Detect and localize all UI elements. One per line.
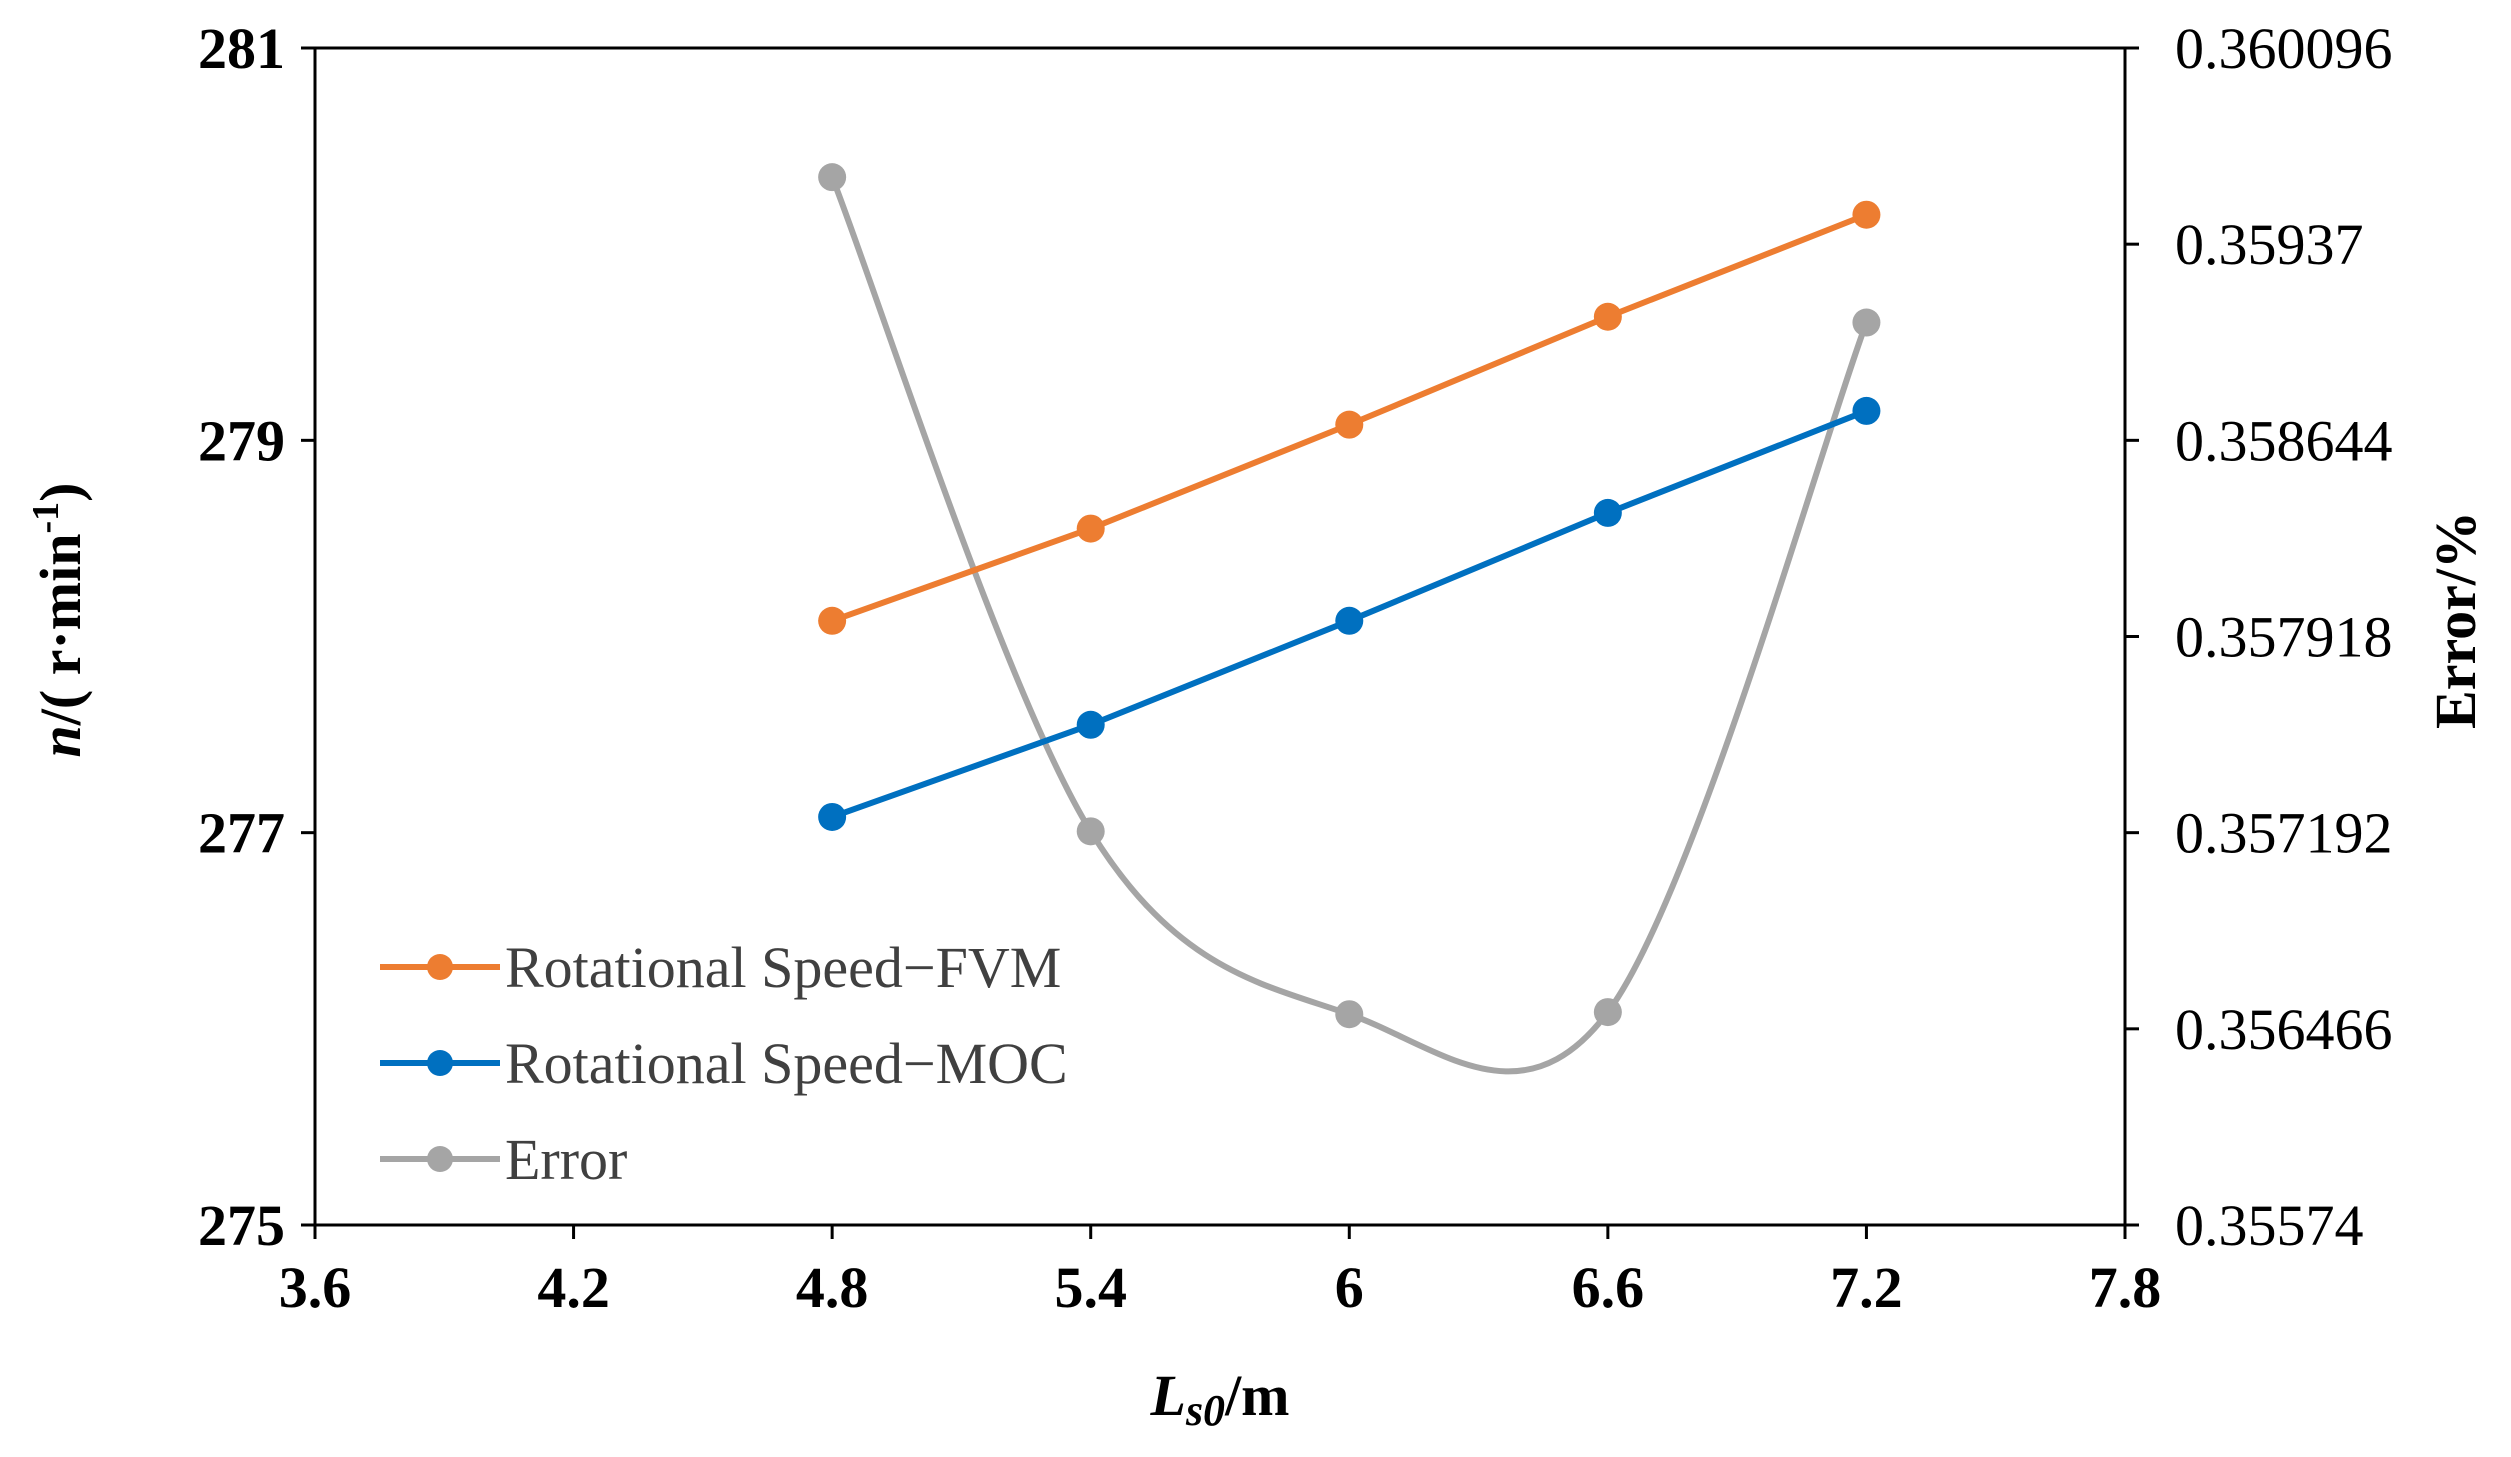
legend-item-fvm: Rotational Speed−FVM xyxy=(380,935,1061,1000)
x-tick-label: 6.6 xyxy=(1572,1255,1645,1320)
x-tick-label: 7.8 xyxy=(2089,1255,2162,1320)
y-tick-label: 277 xyxy=(198,801,285,866)
x-tick-label: 3.6 xyxy=(279,1255,352,1320)
data-point-error xyxy=(1593,998,1622,1027)
x-tick-label: 7.2 xyxy=(1830,1255,1903,1320)
x-tick-label: 5.4 xyxy=(1054,1255,1127,1320)
legend-marker-fvm xyxy=(427,954,453,980)
y2-tick-label: 0.35574 xyxy=(2175,1193,2364,1258)
y2-tick-label: 0.35937 xyxy=(2175,212,2364,277)
y2-tick-label: 0.356466 xyxy=(2175,997,2393,1062)
data-point-rotational-speed-moc xyxy=(818,802,847,831)
data-point-rotational-speed-fvm xyxy=(1076,514,1105,543)
data-point-rotational-speed-fvm xyxy=(818,606,847,635)
y-tick-label: 275 xyxy=(198,1193,285,1258)
x-axis-title: Ls0/m xyxy=(1150,1363,1290,1435)
data-point-rotational-speed-fvm xyxy=(1335,410,1364,439)
y2-tick-label: 0.360096 xyxy=(2175,16,2393,81)
data-point-rotational-speed-moc xyxy=(1593,498,1622,527)
data-point-rotational-speed-fvm xyxy=(1593,302,1622,331)
x-tick-label: 4.8 xyxy=(796,1255,869,1320)
legend-label-fvm: Rotational Speed−FVM xyxy=(505,935,1061,1000)
x-tick-label: 4.2 xyxy=(537,1255,610,1320)
y2-tick-label: 0.357192 xyxy=(2175,801,2393,866)
legend-item-error: Error xyxy=(380,1127,627,1192)
y2-tick-label: 0.357918 xyxy=(2175,605,2393,670)
x-tick-label: 6 xyxy=(1335,1255,1364,1320)
data-point-error xyxy=(1852,308,1881,337)
legend-marker-error xyxy=(427,1146,453,1172)
legend: Rotational Speed−FVM Rotational Speed−MO… xyxy=(380,935,1068,1192)
data-point-rotational-speed-moc xyxy=(1335,606,1364,635)
y-axis-title: n/( r·min-1) xyxy=(25,483,93,758)
data-point-error xyxy=(1335,1000,1364,1029)
legend-marker-moc xyxy=(427,1050,453,1076)
y2-axis-title: Error/% xyxy=(2423,511,2488,729)
y2-tick-label: 0.358644 xyxy=(2175,408,2393,473)
axis-ticks: 3.6 4.2 4.8 5.4 6 6.6 7.2 7.8 275 277 279 281 0.3557… xyxy=(198,16,2393,1320)
data-point-error xyxy=(818,163,847,192)
legend-item-moc: Rotational Speed−MOC xyxy=(380,1031,1068,1096)
data-point-rotational-speed-moc xyxy=(1076,710,1105,739)
data-point-rotational-speed-fvm xyxy=(1852,200,1881,229)
y-tick-label: 281 xyxy=(198,16,285,81)
series-markers xyxy=(818,163,1881,1029)
data-point-error xyxy=(1076,817,1105,846)
legend-label-error: Error xyxy=(505,1127,627,1192)
legend-label-moc: Rotational Speed−MOC xyxy=(505,1031,1068,1096)
data-point-rotational-speed-moc xyxy=(1852,396,1881,425)
y-tick-label: 279 xyxy=(198,408,285,473)
